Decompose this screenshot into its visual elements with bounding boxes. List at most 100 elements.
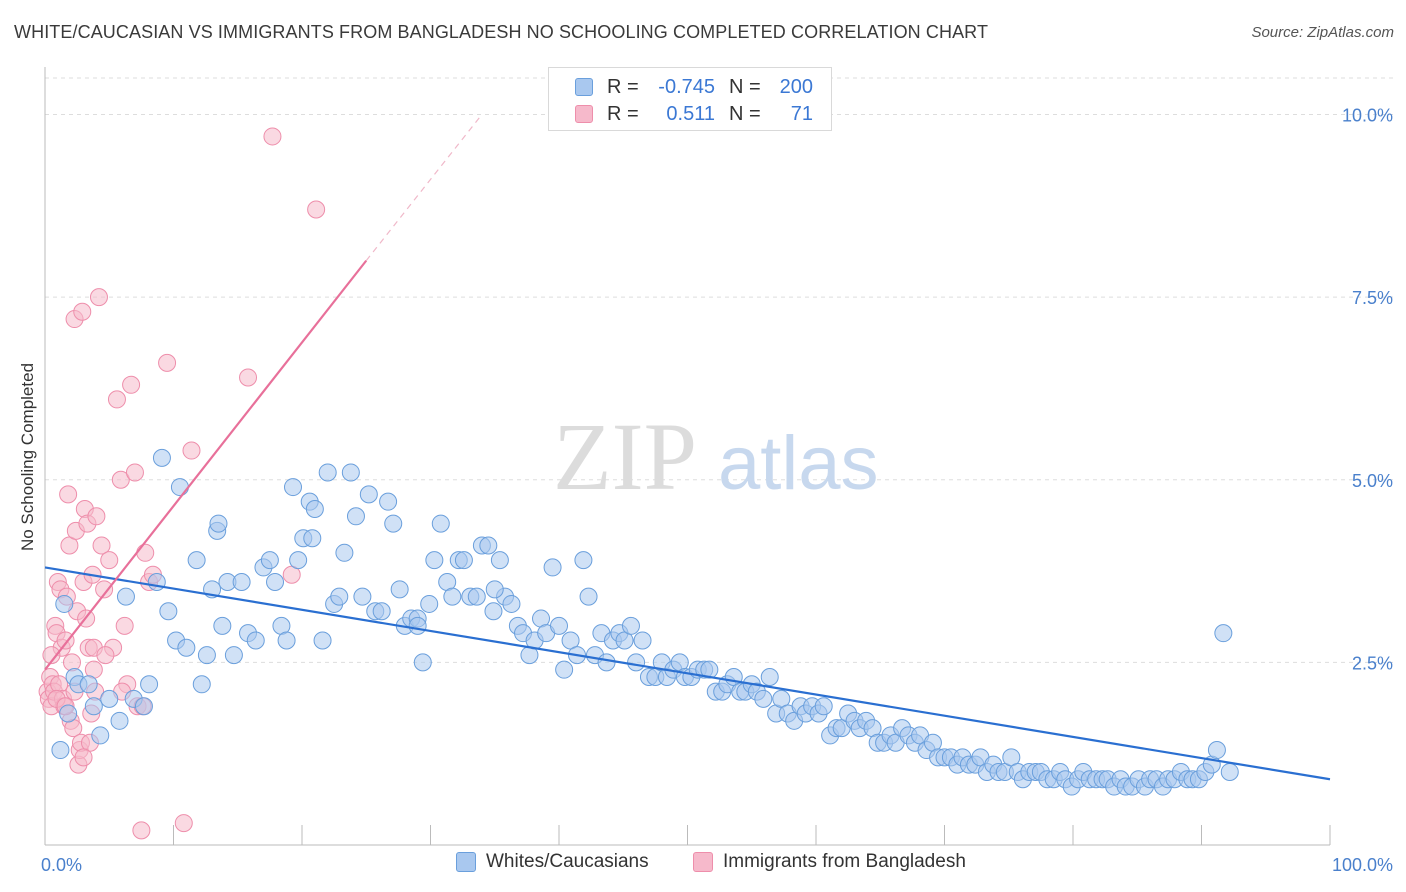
legend-r-value: 0.511	[666, 102, 715, 125]
watermark: ZIP atlas	[553, 403, 879, 510]
bottom-legend-bangladesh: Immigrants from Bangladesh	[693, 851, 966, 873]
data-point-whites	[1220, 762, 1239, 781]
data-point-bangladesh	[263, 127, 282, 146]
data-point-bangladesh	[158, 353, 177, 372]
trend-line-whites	[44, 566, 1331, 781]
watermark-zip: ZIP	[553, 403, 697, 510]
data-point-bangladesh	[125, 463, 144, 482]
data-point-whites	[443, 587, 462, 606]
legend-box: R = -0.745 N = 200 R = 0.511 N = 71	[548, 67, 832, 131]
data-point-whites	[51, 741, 70, 760]
data-point-whites	[454, 551, 473, 570]
axes	[44, 67, 1331, 846]
data-point-whites	[116, 587, 135, 606]
data-point-bangladesh	[92, 536, 111, 555]
data-point-whites	[555, 660, 574, 679]
data-point-whites	[266, 573, 285, 592]
data-point-bangladesh	[182, 441, 201, 460]
data-point-whites	[277, 631, 296, 650]
data-point-whites	[384, 514, 403, 533]
source-label: Source: ZipAtlas.com	[1251, 24, 1394, 41]
y-axis-label: No Schooling Completed	[18, 363, 37, 551]
legend-n-label: N =	[729, 102, 761, 125]
legend-swatch-pink	[575, 105, 593, 123]
data-point-bangladesh	[96, 646, 115, 665]
data-point-whites	[55, 594, 74, 613]
data-point-whites	[284, 478, 303, 497]
data-point-whites	[187, 551, 206, 570]
data-point-whites	[84, 697, 103, 716]
data-point-whites	[134, 697, 153, 716]
y-tick-label: 2.5%	[1352, 653, 1393, 673]
data-point-whites	[467, 587, 486, 606]
data-point-whites	[413, 653, 432, 672]
data-point-whites	[359, 485, 378, 504]
legend-n-label: N =	[729, 75, 761, 98]
data-point-whites	[543, 558, 562, 577]
data-point-whites	[479, 536, 498, 555]
legend-r-label: R =	[607, 75, 639, 98]
data-point-whites	[192, 675, 211, 694]
bottom-legend: Whites/Caucasians Immigrants from Bangla…	[0, 851, 1406, 877]
data-point-bangladesh	[239, 368, 258, 387]
data-point-whites	[574, 551, 593, 570]
watermark-atlas: atlas	[718, 421, 879, 506]
data-point-whites	[550, 616, 568, 635]
legend-n-value: 71	[790, 102, 813, 125]
data-point-whites	[353, 587, 372, 606]
data-point-bangladesh	[42, 646, 61, 665]
data-point-bangladesh	[95, 580, 114, 599]
y-tick-label: 5.0%	[1352, 471, 1393, 491]
data-point-whites	[147, 573, 166, 592]
data-point-whites	[213, 616, 232, 635]
data-point-whites	[700, 660, 719, 679]
data-point-whites	[420, 594, 439, 613]
data-point-whites	[159, 602, 178, 621]
data-point-whites	[224, 646, 243, 665]
series-whites	[51, 448, 1239, 796]
data-point-whites	[289, 551, 308, 570]
data-point-whites	[59, 704, 78, 723]
bottom-legend-label-bangladesh: Immigrants from Bangladesh	[723, 851, 966, 872]
x-tick-label: 0.0%	[41, 855, 82, 875]
data-point-bangladesh	[115, 616, 134, 635]
bottom-legend-swatch-blue	[456, 852, 476, 872]
legend-row-whites: R = -0.745 N = 200	[575, 74, 813, 100]
data-point-whites	[484, 602, 503, 621]
data-point-whites	[79, 675, 98, 694]
data-point-whites	[372, 602, 391, 621]
trend-lines	[44, 114, 1331, 781]
data-point-bangladesh	[132, 821, 151, 840]
legend-row-bangladesh: R = 0.511 N = 71	[575, 101, 813, 127]
y-tick-label: 7.5%	[1352, 288, 1393, 308]
data-point-whites	[260, 551, 279, 570]
data-point-whites	[490, 551, 509, 570]
legend-r-value: -0.745	[658, 75, 715, 98]
data-point-bangladesh	[136, 543, 155, 562]
data-point-whites	[209, 514, 228, 533]
data-point-whites	[303, 529, 322, 548]
data-point-whites	[232, 573, 251, 592]
data-point-whites	[335, 543, 354, 562]
data-point-bangladesh	[74, 748, 93, 767]
bottom-legend-label-whites: Whites/Caucasians	[486, 851, 649, 872]
data-point-whites	[140, 675, 159, 694]
data-point-whites	[341, 463, 360, 482]
data-point-bangladesh	[89, 288, 108, 307]
bottom-legend-whites: Whites/Caucasians	[456, 851, 649, 873]
data-point-whites	[621, 616, 640, 635]
legend-r-label: R =	[607, 102, 639, 125]
data-point-whites	[425, 551, 444, 570]
data-point-whites	[814, 697, 833, 716]
legend-n-value: 200	[779, 75, 813, 98]
data-point-whites	[177, 638, 196, 657]
data-point-bangladesh	[56, 631, 75, 650]
data-point-whites	[760, 667, 779, 686]
data-point-whites	[346, 507, 365, 526]
data-point-whites	[152, 448, 171, 467]
tick-labels: 2.5% 5.0% 7.5% 10.0% 0.0% 100.0%	[41, 106, 1393, 875]
data-point-bangladesh	[111, 470, 130, 489]
y-tick-label: 10.0%	[1342, 106, 1393, 126]
data-point-whites	[633, 631, 652, 650]
data-point-whites	[91, 726, 110, 745]
